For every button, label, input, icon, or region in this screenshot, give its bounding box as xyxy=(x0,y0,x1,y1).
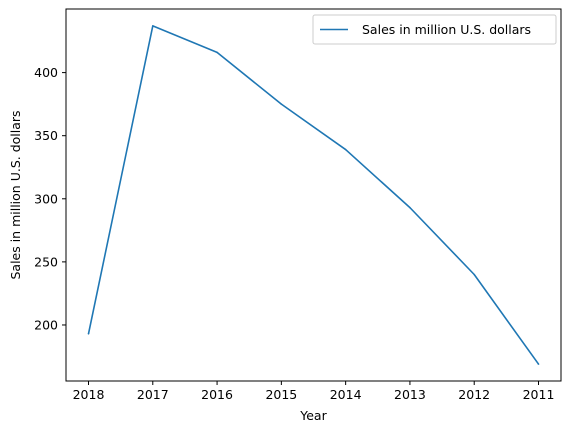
x-tick-label: 2013 xyxy=(394,387,426,402)
x-tick-label: 2016 xyxy=(201,387,233,402)
data-point xyxy=(409,206,411,209)
series-line xyxy=(87,25,540,365)
legend-label: Sales in million U.S. dollars xyxy=(362,22,531,37)
data-point xyxy=(216,51,218,54)
plot-area-border xyxy=(65,8,562,382)
legend-box xyxy=(312,14,557,45)
axes-frame xyxy=(65,8,562,382)
x-tick-label: 2017 xyxy=(137,387,169,402)
legend: Sales in million U.S. dollars xyxy=(312,14,557,45)
x-axis-ticks: 2018 2017 2016 2015 2014 2013 2012 2011 xyxy=(73,381,555,402)
x-tick-label: 2014 xyxy=(330,387,362,402)
x-tick-label: 2015 xyxy=(265,387,297,402)
series-layer xyxy=(87,25,540,365)
data-point xyxy=(87,333,90,335)
data-point xyxy=(280,103,283,105)
data-point xyxy=(344,148,347,151)
data-point xyxy=(473,273,476,276)
data-point xyxy=(151,25,154,27)
y-axis-ticks: 200 250 300 350 400 xyxy=(34,65,66,332)
data-point xyxy=(537,363,540,365)
y-axis-label: Sales in million U.S. dollars xyxy=(8,110,23,279)
y-tick-label: 200 xyxy=(34,317,58,332)
x-tick-label: 2018 xyxy=(73,387,105,402)
x-tick-label: 2011 xyxy=(523,387,555,402)
y-tick-label: 350 xyxy=(34,128,58,143)
y-tick-label: 300 xyxy=(34,191,58,206)
y-tick-label: 250 xyxy=(34,254,58,269)
x-axis-label: Year xyxy=(299,408,327,423)
y-tick-label: 400 xyxy=(34,65,58,80)
x-tick-label: 2012 xyxy=(458,387,490,402)
